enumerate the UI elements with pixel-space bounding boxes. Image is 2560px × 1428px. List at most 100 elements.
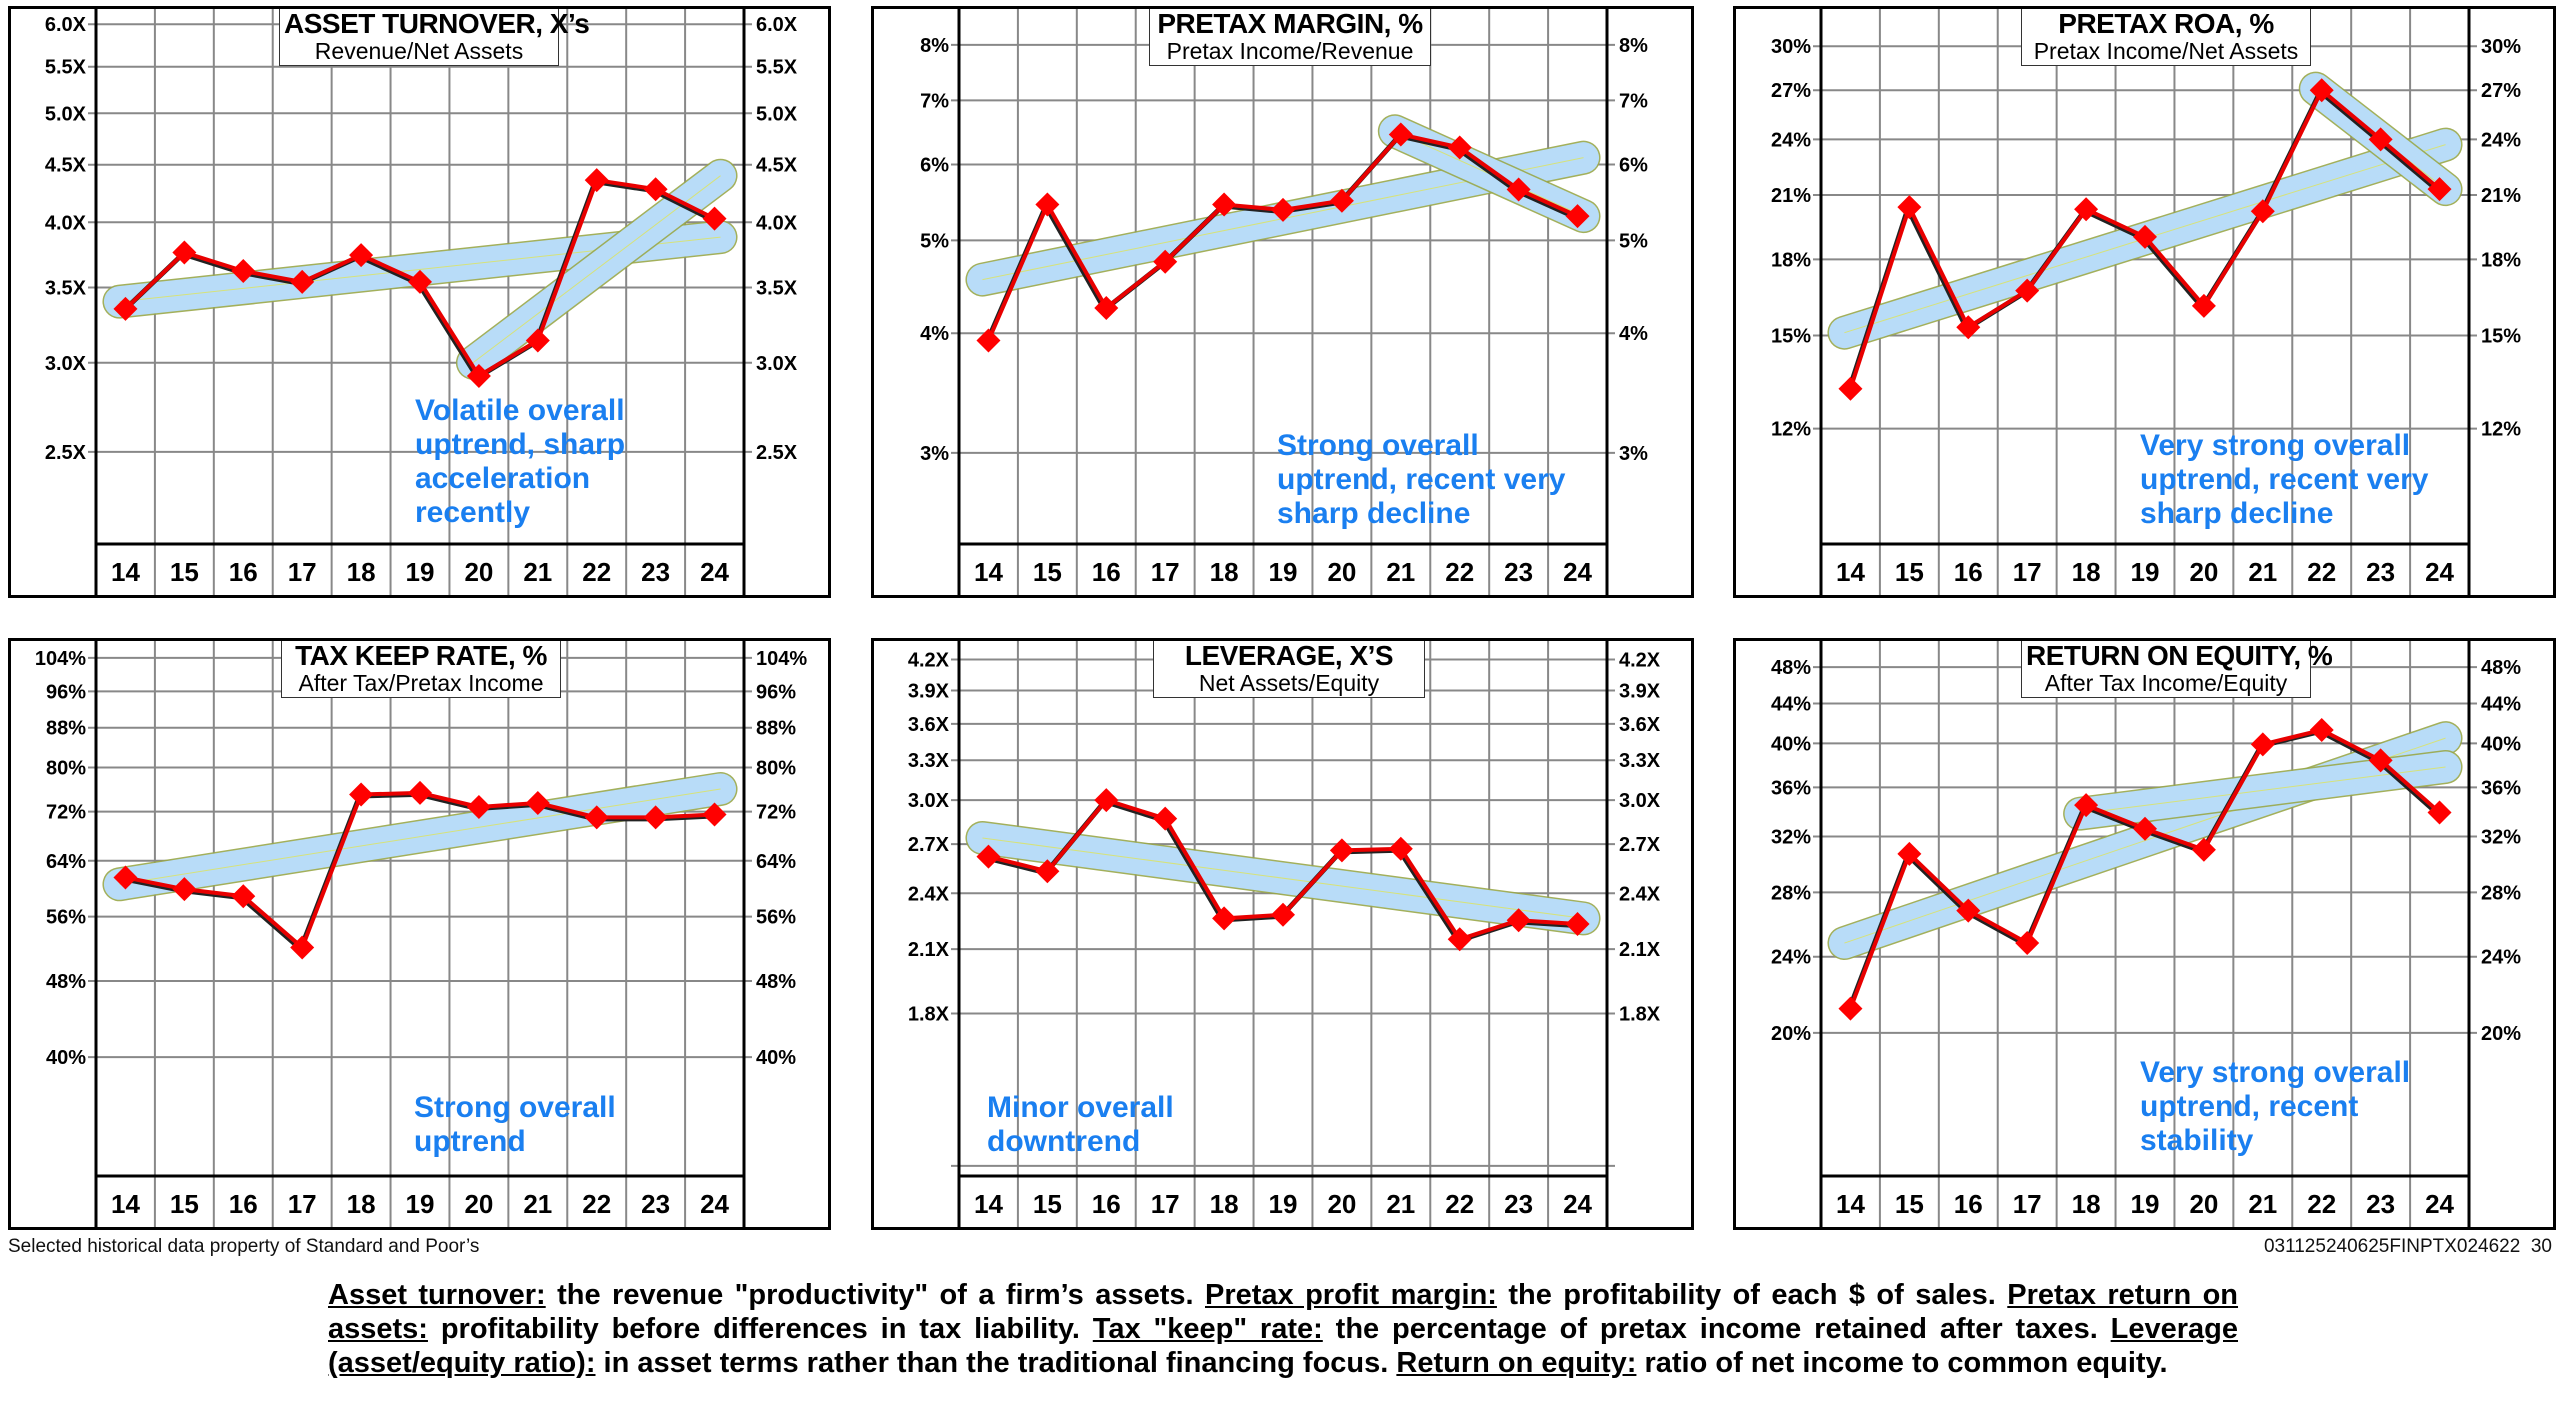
data-point-20 — [1329, 838, 1354, 863]
data-point-22 — [2309, 78, 2334, 103]
y-tick-label-right: 24% — [2481, 129, 2521, 151]
x-tick-label: 21 — [2248, 1189, 2277, 1219]
x-tick-label: 17 — [288, 1189, 317, 1219]
x-tick-label: 23 — [641, 1189, 670, 1219]
data-point-23 — [1506, 908, 1531, 933]
y-tick-label-left: 2.7X — [908, 834, 950, 856]
data-point-15 — [1035, 859, 1060, 884]
data-point-24 — [1565, 204, 1590, 229]
chart-pretax-roa: 30% 30% 27% 27% 24% 24% 21% 21% 18% 18% 15% 15% 12% 1… — [1771, 9, 2521, 595]
data-point-22 — [584, 168, 609, 193]
data-point-20 — [466, 794, 491, 819]
data-point-18 — [2074, 793, 2099, 818]
data-point-19 — [2133, 224, 2157, 249]
x-tick-label: 21 — [523, 557, 552, 587]
x-tick-label: 20 — [464, 1189, 493, 1219]
x-tick-label: 14 — [974, 557, 1003, 587]
x-tick-label: 24 — [2425, 1189, 2454, 1219]
y-tick-label-right: 40% — [2481, 733, 2521, 755]
y-tick-label-left: 21% — [1771, 185, 1811, 207]
x-tick-label: 18 — [2072, 1189, 2101, 1219]
y-tick-label-left: 30% — [1771, 36, 1811, 58]
y-tick-label-left: 36% — [1771, 777, 1811, 799]
y-tick-label-right: 4.5X — [756, 155, 798, 177]
y-tick-label-right: 5.5X — [756, 57, 798, 79]
data-point-14 — [113, 296, 138, 321]
y-tick-label-right: 3% — [1619, 443, 1648, 465]
y-tick-label-right: 72% — [756, 802, 796, 824]
data-point-23 — [1506, 177, 1531, 202]
definition-term: Tax "keep" rate: — [1092, 1313, 1323, 1345]
y-tick-label-right: 36% — [2481, 777, 2521, 799]
x-tick-label: 16 — [1092, 557, 1121, 587]
chart-subtitle: After Tax Income/Equity — [2044, 670, 2288, 696]
x-tick-label: 17 — [2013, 557, 2042, 587]
data-point-16 — [1094, 788, 1119, 813]
x-tick-label: 14 — [1836, 557, 1865, 587]
data-point-24 — [1565, 911, 1590, 936]
y-tick-label-left: 3.3X — [908, 750, 950, 772]
data-point-18 — [349, 782, 374, 807]
y-tick-label-right: 30% — [2481, 36, 2521, 58]
x-tick-label: 23 — [641, 557, 670, 587]
y-tick-label-right: 3.6X — [1619, 714, 1661, 736]
y-tick-label-left: 3.0X — [908, 790, 950, 812]
data-point-15 — [172, 240, 197, 265]
data-point-15 — [172, 877, 197, 902]
x-tick-label: 19 — [1269, 557, 1298, 587]
x-tick-label: 23 — [2366, 1189, 2395, 1219]
y-tick-label-left: 80% — [46, 758, 86, 780]
chart-annotation: Minor overall downtrend — [987, 1091, 1174, 1158]
x-tick-label: 20 — [1327, 1189, 1356, 1219]
data-point-24 — [702, 802, 727, 827]
y-tick-label-right: 4.0X — [756, 212, 798, 234]
data-point-17 — [290, 935, 315, 960]
y-tick-label-left: 3.6X — [908, 714, 950, 736]
data-point-20 — [466, 363, 491, 388]
data-point-17 — [2015, 931, 2040, 956]
definition-term: Return on equity: — [1396, 1347, 1637, 1379]
x-tick-label: 17 — [288, 557, 317, 587]
data-point-14 — [1838, 376, 1863, 401]
data-point-21 — [525, 790, 550, 815]
chart-annotation: Very strong overall uptrend, recent stab… — [2140, 1056, 2411, 1157]
definition-text: in asset terms rather than the tradition… — [595, 1347, 1397, 1379]
chart-subtitle: Revenue/Net Assets — [314, 38, 524, 64]
y-tick-label-left: 8% — [920, 35, 949, 57]
y-tick-label-right: 20% — [2481, 1023, 2521, 1045]
data-point-16 — [1956, 898, 1981, 923]
y-tick-label-left: 56% — [46, 907, 86, 929]
data-point-21 — [1388, 122, 1413, 147]
trend-band-centerline — [2080, 766, 2446, 815]
x-tick-label: 17 — [2013, 1189, 2042, 1219]
y-tick-label-right: 21% — [2481, 185, 2521, 207]
data-point-21 — [1388, 836, 1413, 861]
chart-annotation: Volatile overall uptrend, sharp accelera… — [415, 394, 626, 529]
trend-band-centerline — [119, 788, 721, 885]
y-tick-label-left: 48% — [46, 971, 86, 993]
y-tick-label-right: 15% — [2481, 325, 2521, 347]
trend-band-centerline — [472, 175, 721, 364]
x-tick-label: 20 — [2189, 1189, 2218, 1219]
y-tick-label-left: 3.9X — [908, 680, 950, 702]
x-tick-label: 21 — [2248, 557, 2277, 587]
x-tick-label: 19 — [2131, 1189, 2160, 1219]
x-tick-label: 15 — [170, 557, 199, 587]
x-tick-label: 24 — [700, 557, 729, 587]
x-tick-label: 14 — [111, 557, 140, 587]
chart-subtitle: After Tax/Pretax Income — [298, 670, 544, 696]
chart-title-box: PRETAX MARGIN, % Pretax Income/Revenue — [1149, 9, 1431, 66]
x-tick-label: 16 — [1954, 1189, 1983, 1219]
chart-annotation: Strong overall uptrend, recent very shar… — [1277, 429, 1566, 530]
x-tick-label: 24 — [1563, 1189, 1592, 1219]
y-tick-label-left: 5.5X — [45, 57, 87, 79]
x-tick-label: 20 — [464, 557, 493, 587]
definition-text: the revenue "productivity" of a firm’s a… — [545, 1279, 1205, 1311]
data-point-15 — [1897, 841, 1922, 866]
data-source-note: Selected historical data property of Sta… — [8, 1236, 480, 1257]
chart-title: PRETAX ROA, % — [2058, 8, 2274, 39]
y-tick-label-left: 44% — [1771, 693, 1811, 715]
y-tick-label-right: 56% — [756, 907, 796, 929]
y-tick-label-right: 24% — [2481, 947, 2521, 969]
y-tick-label-right: 32% — [2481, 827, 2521, 849]
